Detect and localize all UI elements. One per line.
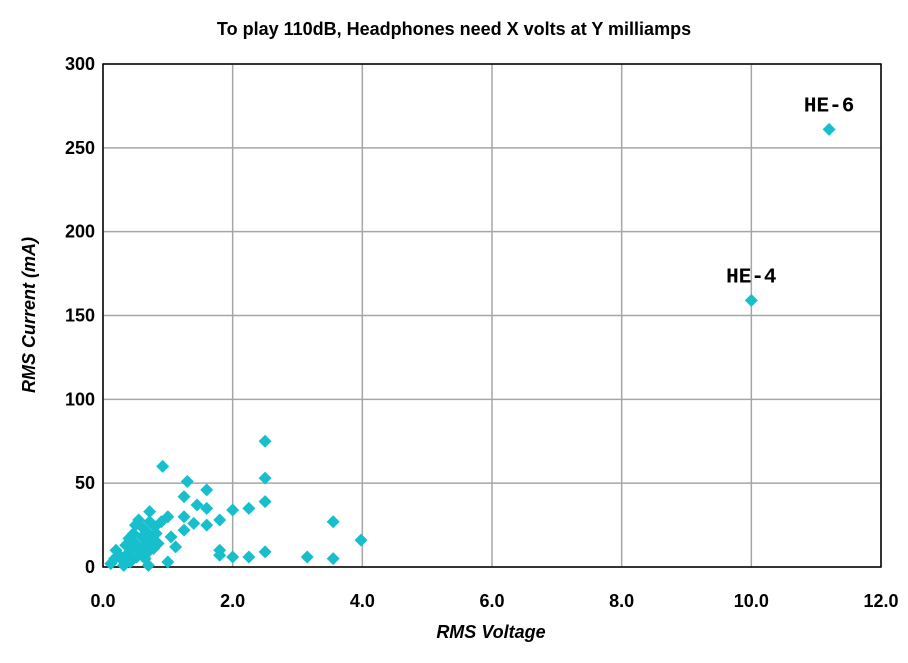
data-point — [242, 501, 256, 515]
x-tick-label: 8.0 — [609, 591, 634, 611]
data-point — [161, 555, 175, 569]
data-point — [156, 459, 170, 473]
data-point — [149, 526, 163, 540]
y-tick-label: 100 — [65, 389, 95, 409]
data-point — [177, 523, 191, 537]
data-point — [258, 434, 272, 448]
data-point — [161, 510, 175, 524]
x-tick-label: 2.0 — [220, 591, 245, 611]
data-point — [177, 490, 191, 504]
x-axis-title: RMS Voltage — [436, 622, 545, 642]
data-point — [258, 545, 272, 559]
data-point — [169, 540, 183, 554]
data-point — [213, 543, 227, 557]
data-point — [200, 483, 214, 497]
y-tick-label: 200 — [65, 222, 95, 242]
data-point — [326, 515, 340, 529]
point-annotation-label: HE-6 — [804, 95, 854, 118]
data-point — [200, 518, 214, 532]
data-point — [354, 533, 368, 547]
data-point — [822, 122, 836, 136]
data-point — [164, 530, 178, 544]
data-point — [300, 550, 314, 564]
y-tick-label: 250 — [65, 138, 95, 158]
y-tick-label: 300 — [65, 54, 95, 74]
data-point — [200, 501, 214, 515]
x-tick-label: 6.0 — [479, 591, 504, 611]
y-axis-title: RMS Current (mA) — [19, 237, 39, 393]
data-point — [258, 471, 272, 485]
y-tick-label: 150 — [65, 306, 95, 326]
data-point — [138, 552, 152, 566]
data-point — [121, 547, 135, 561]
point-annotation-label: HE-4 — [726, 266, 776, 289]
data-point — [143, 505, 157, 519]
data-point — [242, 550, 256, 564]
data-point — [187, 516, 201, 530]
x-tick-label: 4.0 — [350, 591, 375, 611]
x-tick-label: 12.0 — [863, 591, 898, 611]
data-point — [326, 552, 340, 566]
grid-lines — [102, 63, 882, 568]
data-point — [190, 498, 204, 512]
x-tick-label: 0.0 — [90, 591, 115, 611]
data-point — [177, 510, 191, 524]
data-point — [213, 513, 227, 527]
chart-title: To play 110dB, Headphones need X volts a… — [217, 19, 691, 39]
data-point — [151, 537, 165, 551]
data-point — [744, 293, 758, 307]
data-point — [117, 558, 131, 572]
data-points — [104, 122, 836, 572]
y-tick-label: 50 — [75, 473, 95, 493]
data-point — [180, 474, 194, 488]
data-point — [258, 495, 272, 509]
data-point — [226, 550, 240, 564]
x-axis-tick-labels: 0.0 2.0 4.0 6.0 8.0 10.0 12.0 — [90, 591, 898, 611]
y-tick-label: 0 — [85, 557, 95, 577]
y-axis-tick-labels: 0 50 100 150 200 250 300 — [65, 54, 95, 577]
x-tick-label: 10.0 — [734, 591, 769, 611]
data-point — [226, 503, 240, 517]
plot-area-frame — [102, 63, 882, 568]
point-annotations: HE-4 HE-6 — [726, 95, 854, 289]
